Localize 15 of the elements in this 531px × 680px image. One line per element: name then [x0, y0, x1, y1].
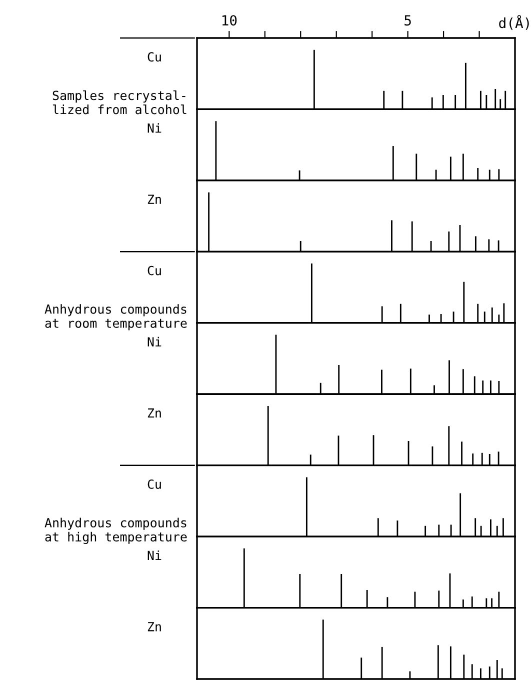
chart-title: Zn: [148, 622, 161, 632]
chart-title: Ni: [148, 336, 162, 346]
text: Anhydrous compounds at room temperature: [44, 304, 187, 330]
chart-title: Ni: [148, 123, 162, 133]
text: Samples recrystal- lized from alcohol: [52, 90, 186, 114]
text: Anhydrous compounds at high temperature: [44, 518, 187, 544]
chart-title: Zn: [148, 408, 161, 418]
x-tick-label: 5: [404, 15, 411, 26]
chart-title: Cu: [148, 52, 161, 62]
x-tick-label: 10: [222, 15, 237, 26]
chart-title: Cu: [148, 266, 161, 276]
chart-title: Ni: [148, 550, 162, 560]
x-axis-title: d(Å): [499, 15, 529, 30]
chart-title: Zn: [148, 194, 161, 204]
chart-title: Cu: [148, 479, 161, 489]
